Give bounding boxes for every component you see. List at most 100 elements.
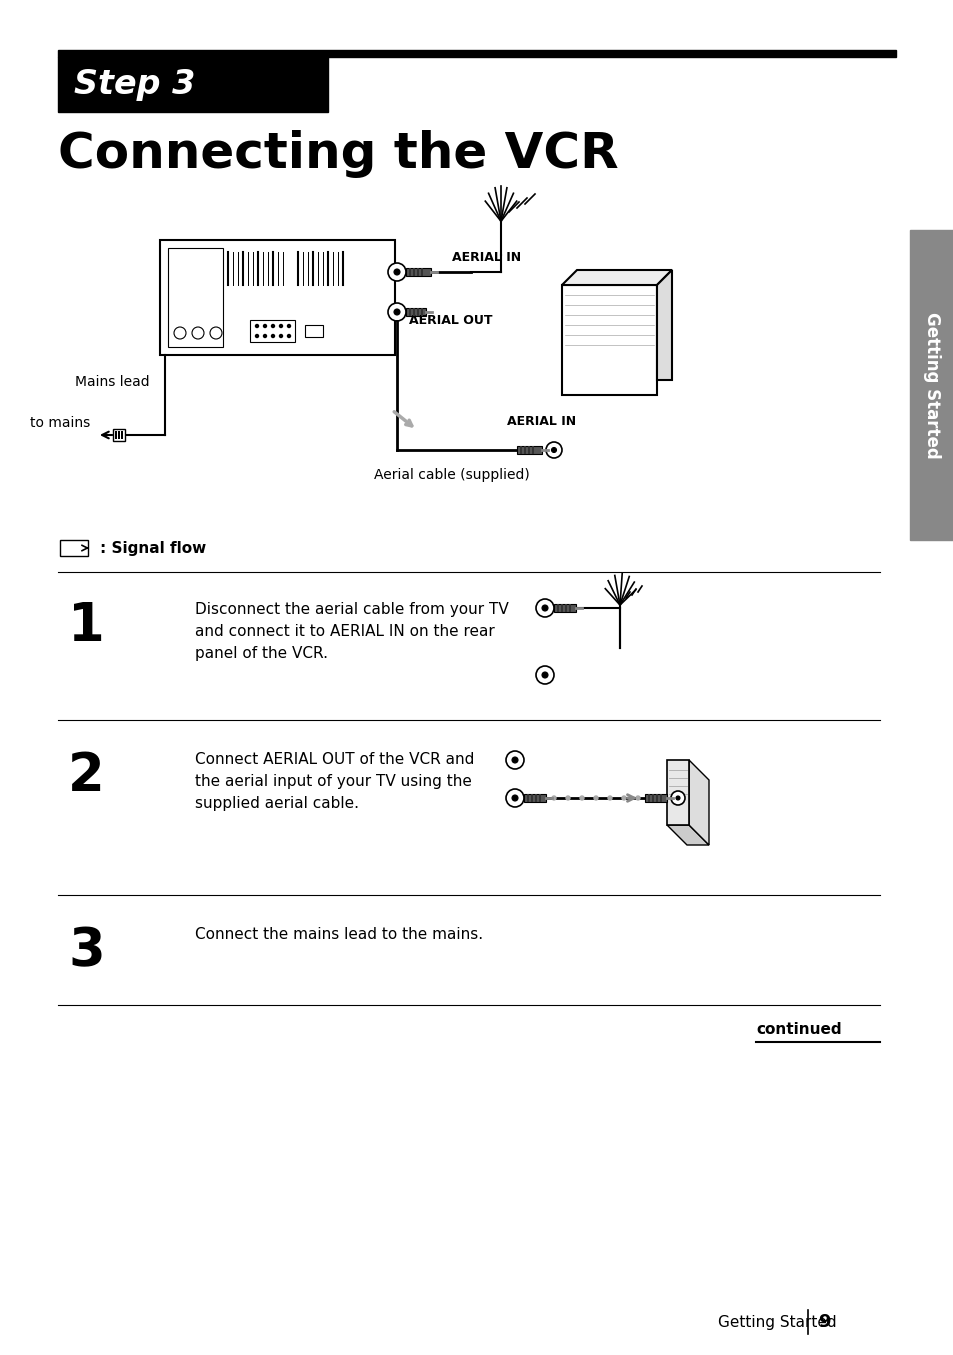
Circle shape (541, 672, 547, 678)
Bar (60, 541, 88, 556)
Circle shape (287, 335, 291, 337)
Circle shape (210, 327, 222, 339)
Circle shape (255, 324, 258, 328)
Bar (406, 268, 431, 276)
Bar (656, 794, 658, 802)
Bar (168, 248, 223, 347)
Circle shape (287, 324, 291, 328)
Text: AERIAL IN: AERIAL IN (452, 251, 520, 264)
Circle shape (676, 795, 679, 799)
Polygon shape (666, 825, 708, 846)
Bar (523, 446, 525, 454)
Text: AERIAL IN: AERIAL IN (506, 415, 576, 428)
Circle shape (512, 757, 517, 763)
Text: Connect the mains lead to the mains.: Connect the mains lead to the mains. (194, 927, 482, 942)
Text: Connecting the VCR: Connecting the VCR (58, 130, 618, 178)
Bar (413, 268, 415, 276)
Bar (409, 308, 411, 316)
Circle shape (394, 309, 399, 314)
Bar (909, 230, 953, 541)
Circle shape (263, 335, 266, 337)
Text: Disconnect the aerial cable from your TV
and connect it to AERIAL IN on the rear: Disconnect the aerial cable from your TV… (194, 602, 508, 661)
Text: to mains: to mains (30, 416, 90, 430)
Circle shape (536, 599, 554, 617)
Text: continued: continued (755, 1022, 841, 1037)
Circle shape (565, 795, 569, 799)
Bar (568, 604, 571, 612)
Bar (561, 285, 657, 396)
Bar (526, 794, 529, 802)
Bar (644, 794, 666, 802)
Bar (517, 446, 541, 454)
Bar (557, 604, 558, 612)
Bar (58, 50, 895, 57)
Bar (416, 268, 418, 276)
Bar (523, 794, 545, 802)
Circle shape (594, 795, 598, 799)
Circle shape (545, 442, 561, 458)
Text: Getting Started: Getting Started (718, 1314, 836, 1329)
Bar (112, 430, 125, 440)
Circle shape (272, 335, 274, 337)
Text: Step 3: Step 3 (74, 68, 195, 102)
Bar (118, 431, 120, 439)
Bar (532, 446, 534, 454)
Polygon shape (561, 270, 671, 285)
Circle shape (541, 604, 547, 611)
Bar (250, 320, 294, 341)
Bar (531, 794, 533, 802)
Text: Getting Started: Getting Started (923, 312, 940, 458)
Bar (406, 308, 426, 316)
Text: Aerial cable (supplied): Aerial cable (supplied) (374, 467, 529, 482)
Bar (420, 308, 422, 316)
Bar (420, 268, 422, 276)
Circle shape (505, 751, 523, 770)
Circle shape (272, 324, 274, 328)
Circle shape (388, 304, 406, 321)
Circle shape (512, 795, 517, 801)
Circle shape (192, 327, 204, 339)
Circle shape (394, 270, 399, 275)
Bar (413, 308, 415, 316)
Text: AERIAL OUT: AERIAL OUT (409, 314, 492, 327)
Bar (538, 794, 540, 802)
Text: 9: 9 (817, 1313, 830, 1331)
Bar (647, 794, 649, 802)
Bar (560, 604, 562, 612)
Bar (416, 308, 418, 316)
Circle shape (636, 795, 639, 799)
Bar (651, 794, 654, 802)
Circle shape (551, 447, 556, 453)
Circle shape (621, 795, 625, 799)
Bar (160, 240, 395, 355)
Bar (519, 446, 521, 454)
Bar (527, 446, 530, 454)
Bar (564, 604, 566, 612)
Bar (115, 431, 117, 439)
Circle shape (505, 789, 523, 808)
Text: Connect AERIAL OUT of the VCR and
the aerial input of your TV using the
supplied: Connect AERIAL OUT of the VCR and the ae… (194, 752, 474, 812)
Circle shape (255, 335, 258, 337)
Polygon shape (657, 270, 671, 379)
Bar (554, 604, 576, 612)
Circle shape (670, 791, 684, 805)
Bar (409, 268, 411, 276)
Bar (535, 794, 537, 802)
Text: : Signal flow: : Signal flow (100, 541, 206, 556)
Circle shape (552, 795, 556, 799)
Bar (121, 431, 123, 439)
Text: 3: 3 (68, 925, 105, 977)
Bar (659, 794, 661, 802)
Bar (305, 325, 323, 337)
Circle shape (536, 667, 554, 684)
Bar (666, 760, 688, 825)
Circle shape (579, 795, 583, 799)
Circle shape (263, 324, 266, 328)
Circle shape (279, 324, 282, 328)
Polygon shape (688, 760, 708, 846)
Circle shape (279, 335, 282, 337)
Circle shape (388, 263, 406, 280)
Text: 2: 2 (68, 751, 105, 802)
Bar (58, 57, 328, 112)
Text: 1: 1 (68, 600, 105, 652)
